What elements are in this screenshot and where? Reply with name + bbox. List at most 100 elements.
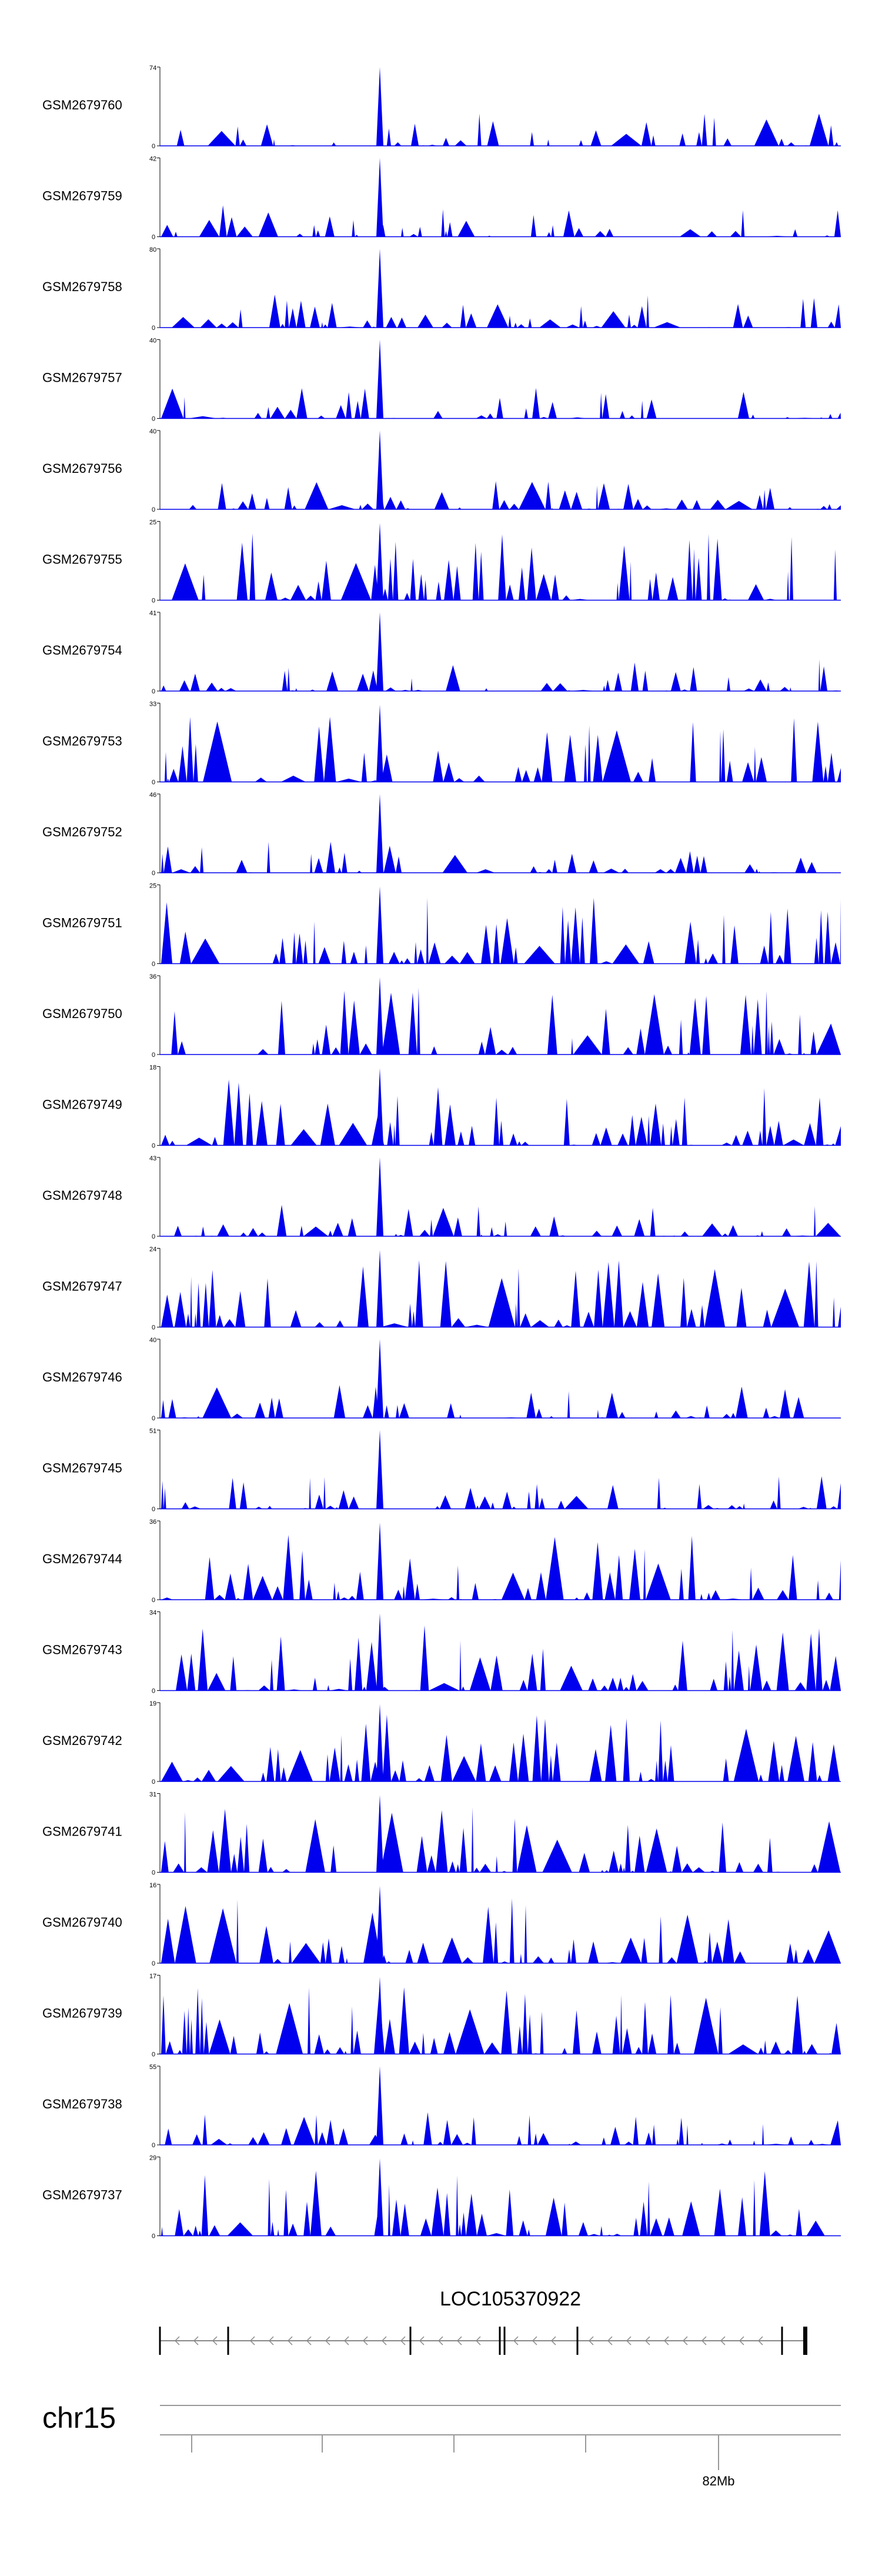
track-GSM2679747: GSM2679747 24 0 — [42, 1246, 841, 1332]
strand-arrow — [174, 2336, 180, 2345]
strand-arrow — [325, 2336, 330, 2345]
y-axis-max-label: 80 — [149, 246, 156, 253]
y-axis-min-label: 0 — [152, 1052, 155, 1059]
y-axis-min-label: 0 — [152, 234, 155, 241]
y-axis-min-label: 0 — [152, 1233, 155, 1240]
coverage-signal — [160, 2170, 841, 2236]
y-axis-max-label: 19 — [149, 1700, 156, 1707]
y-axis-max-label: 17 — [149, 1973, 156, 1980]
strand-arrow — [701, 2336, 707, 2345]
coverage-signal — [160, 1476, 841, 1509]
track-label: GSM2679748 — [42, 1188, 122, 1203]
coverage-signal — [160, 1625, 841, 1691]
track-GSM2679749: GSM2679749 18 0 — [42, 1065, 841, 1150]
y-axis-max-label: 36 — [149, 973, 156, 980]
coverage-signal — [160, 659, 841, 691]
coverage-signal — [160, 842, 841, 873]
coverage-peak — [376, 612, 383, 691]
strand-arrow — [212, 2336, 218, 2345]
strand-arrow — [739, 2336, 744, 2345]
strand-arrow — [362, 2336, 368, 2345]
axis-ticks — [191, 2435, 719, 2470]
coverage-peak — [376, 1977, 383, 2054]
y-axis-max-label: 29 — [149, 2155, 156, 2162]
coverage-peak — [376, 1068, 383, 1146]
y-axis-max-label: 51 — [149, 1428, 156, 1435]
track-GSM2679757: GSM2679757 40 0 — [42, 338, 841, 423]
y-axis-max-label: 25 — [149, 883, 156, 890]
coverage-signal — [160, 1204, 841, 1236]
strand-arrow — [249, 2336, 255, 2345]
y-axis-min-label: 0 — [152, 1688, 155, 1695]
gene-model — [159, 2327, 807, 2355]
track-label: GSM2679750 — [42, 1006, 122, 1021]
coverage-peak — [376, 1795, 383, 1873]
track-label: GSM2679738 — [42, 2097, 122, 2111]
coverage-signal — [160, 388, 841, 419]
strand-arrow — [626, 2336, 632, 2345]
coverage-signal — [160, 1987, 841, 2054]
track-GSM2679758: GSM2679758 80 0 — [42, 246, 841, 332]
coverage-tracks: GSM2679760740GSM2679759420GSM2679758800G… — [42, 65, 841, 2240]
y-axis-max-label: 42 — [149, 156, 156, 163]
y-axis-max-label: 40 — [149, 338, 156, 345]
y-axis-min-label: 0 — [152, 2142, 155, 2149]
strand-arrow — [720, 2336, 726, 2345]
coverage-peak — [376, 523, 383, 600]
track-GSM2679750: GSM2679750 36 0 — [42, 973, 841, 1059]
coverage-peak — [376, 1704, 383, 1781]
track-GSM2679746: GSM2679746 40 0 — [42, 1337, 841, 1422]
track-label: GSM2679743 — [42, 1643, 122, 1657]
coverage-peak — [376, 158, 383, 237]
coverage-signal — [160, 114, 841, 146]
coverage-peak — [376, 1522, 383, 1600]
track-GSM2679742: GSM2679742 19 0 — [42, 1700, 841, 1786]
track-GSM2679748: GSM2679748 43 0 — [42, 1155, 841, 1240]
track-label: GSM2679745 — [42, 1461, 122, 1476]
track-label: GSM2679741 — [42, 1824, 122, 1839]
coverage-signal — [160, 1807, 841, 1873]
track-label: GSM2679759 — [42, 189, 122, 203]
y-axis-min-label: 0 — [152, 779, 155, 786]
coverage-signal — [160, 1714, 841, 1781]
track-GSM2679760: GSM2679760 74 0 — [42, 65, 841, 150]
y-axis-max-label: 36 — [149, 1519, 156, 1526]
track-GSM2679759: GSM2679759 42 0 — [42, 156, 841, 241]
coverage-peak — [376, 1613, 383, 1691]
coverage-signal — [160, 1260, 841, 1327]
y-axis-max-label: 40 — [149, 428, 156, 435]
coverage-peak — [376, 886, 383, 964]
strand-arrow — [193, 2336, 199, 2345]
track-label: GSM2679739 — [42, 2006, 122, 2021]
strand-arrow — [287, 2336, 293, 2345]
track-GSM2679755: GSM2679755 25 0 — [42, 519, 841, 605]
chromosome-axis: chr15 82Mb — [42, 2401, 841, 2488]
strand-arrow — [381, 2336, 387, 2345]
track-label: GSM2679758 — [42, 279, 122, 294]
strand-arrow — [513, 2336, 519, 2345]
y-axis-min-label: 0 — [152, 2051, 155, 2058]
track-GSM2679744: GSM2679744 36 0 — [42, 1519, 841, 1604]
coverage-peak — [376, 705, 383, 782]
coverage-peak — [376, 794, 383, 873]
strand-arrow — [588, 2336, 594, 2345]
y-axis-min-label: 0 — [152, 1778, 155, 1786]
coverage-signal — [160, 294, 841, 328]
strand-arrow — [419, 2336, 425, 2345]
strand-arrow — [757, 2336, 763, 2345]
track-GSM2679754: GSM2679754 41 0 — [42, 610, 841, 695]
coverage-peak — [376, 1339, 383, 1418]
coverage-peak — [376, 2066, 383, 2145]
strand-arrow — [532, 2336, 537, 2345]
y-axis-min-label: 0 — [152, 1960, 155, 1967]
coverage-signal — [160, 481, 841, 509]
track-GSM2679743: GSM2679743 34 0 — [42, 1610, 841, 1695]
strand-arrow — [343, 2336, 349, 2345]
y-axis-max-label: 31 — [149, 1791, 156, 1798]
y-axis-min-label: 0 — [152, 1870, 155, 1877]
strand-arrow — [306, 2336, 312, 2345]
track-label: GSM2679756 — [42, 461, 122, 476]
y-axis-min-label: 0 — [152, 1597, 155, 1604]
track-label: GSM2679737 — [42, 2188, 122, 2203]
track-GSM2679739: GSM2679739 17 0 — [42, 1973, 841, 2058]
